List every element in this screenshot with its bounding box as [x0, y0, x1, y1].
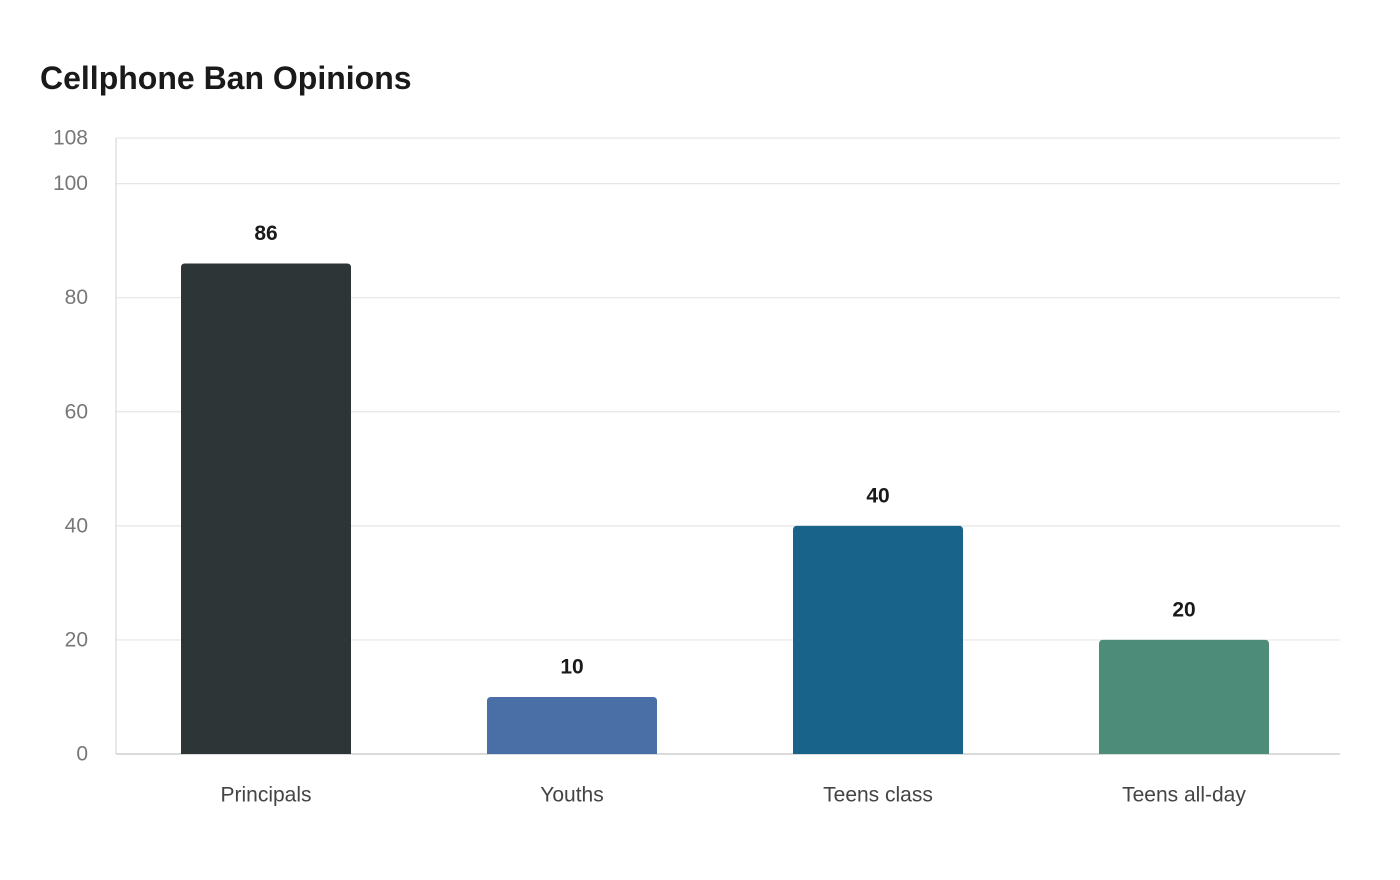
y-tick-label: 108 [53, 127, 88, 150]
y-tick-label: 20 [65, 628, 88, 651]
bars [181, 263, 1269, 754]
bar-principals [181, 263, 351, 754]
x-tick-label: Youths [540, 784, 603, 807]
data-labels: 86 10 40 20 [254, 222, 1195, 678]
bar-teens-class [793, 525, 963, 754]
x-axis-ticks: Principals Youths Teens class Teens all-day [220, 784, 1246, 807]
x-tick-label: Principals [220, 784, 311, 807]
bar-teens-all-day [1099, 639, 1269, 754]
bar-youths [487, 696, 657, 754]
data-label: 40 [866, 484, 889, 507]
y-tick-label: 60 [65, 400, 88, 423]
y-tick-label: 0 [76, 743, 88, 766]
x-tick-label: Teens class [823, 784, 933, 807]
data-label: 20 [1172, 598, 1195, 621]
y-tick-label: 40 [65, 514, 88, 537]
y-axis-ticks: 0 20 40 60 80 100 108 [53, 127, 88, 766]
data-label: 86 [254, 222, 277, 245]
data-label: 10 [560, 655, 583, 678]
chart-title: Cellphone Ban Opinions [40, 60, 412, 96]
y-tick-label: 80 [65, 286, 88, 309]
x-tick-label: Teens all-day [1122, 784, 1246, 807]
y-tick-label: 100 [53, 172, 88, 195]
